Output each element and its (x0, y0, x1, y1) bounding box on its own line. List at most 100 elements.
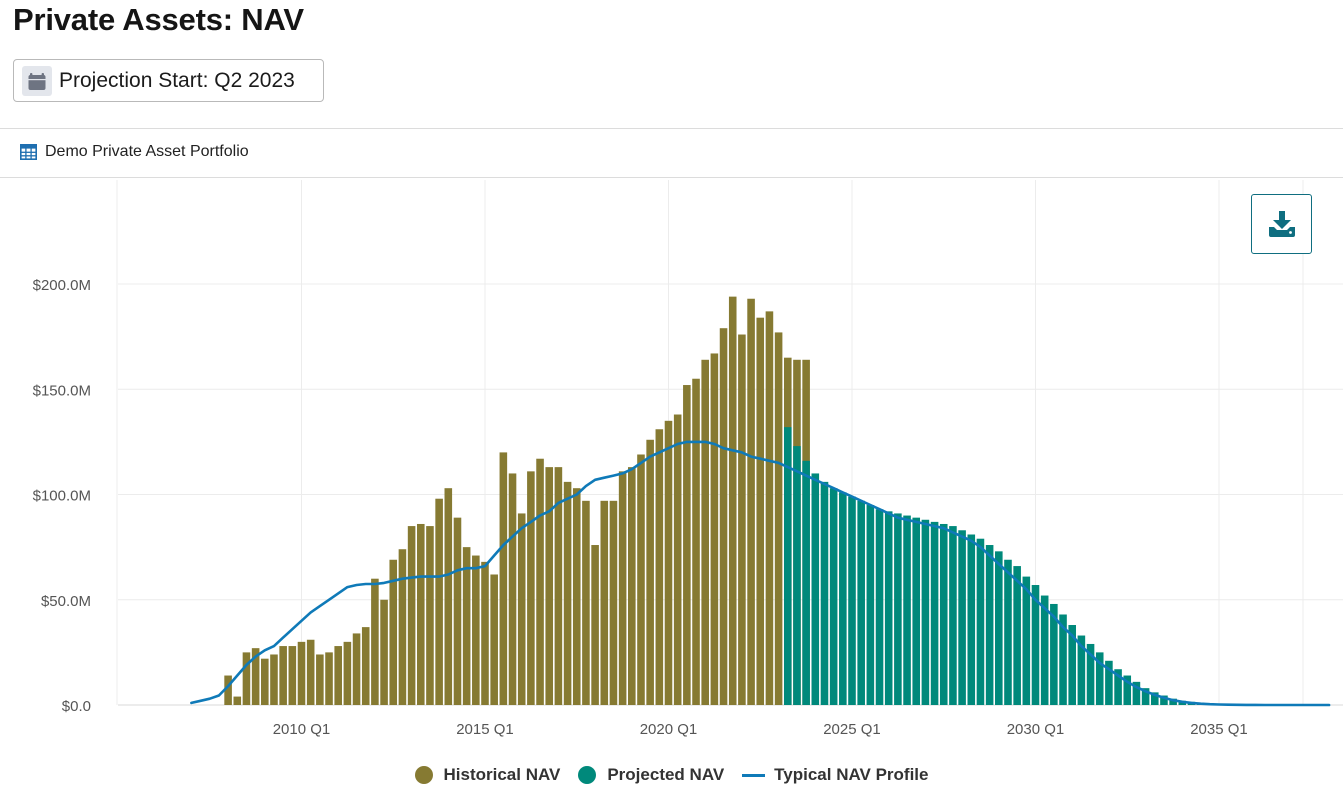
projected-nav-bar (875, 509, 884, 705)
historical-nav-bar (747, 298, 755, 705)
historical-nav-bar (738, 334, 746, 705)
historical-nav-bar (765, 311, 774, 705)
legend-item-historical[interactable]: Historical NAV (414, 765, 561, 785)
projected-nav-bar (1141, 688, 1150, 705)
historical-nav-bar (527, 471, 535, 705)
historical-nav-bar (719, 328, 728, 705)
portfolio-label: Demo Private Asset Portfolio (45, 143, 249, 160)
historical-nav-bar (334, 646, 342, 705)
historical-nav-bar (233, 696, 242, 705)
historical-nav-bar (728, 296, 737, 705)
nav-chart: $0.0 $50.0M $100.0M $150.0M $200.0M 2010 Q1 20… (33, 180, 1343, 738)
historical-nav-bar (398, 549, 407, 705)
historical-nav-bar (462, 547, 471, 706)
x-tick-label: 2025 Q1 (823, 721, 881, 738)
projected-nav-bar (866, 505, 875, 705)
historical-nav-bar (646, 439, 654, 705)
projected-nav-bar (783, 427, 792, 705)
projected-nav-bar (995, 551, 1003, 705)
historical-nav-bar (435, 498, 443, 705)
projected-nav-bar (839, 492, 847, 705)
historical-nav-bar (242, 652, 251, 706)
projected-nav-bar (857, 500, 865, 705)
x-tick-label: 2030 Q1 (1007, 721, 1065, 738)
x-tick-label: 2020 Q1 (640, 721, 698, 738)
historical-nav-bar (591, 545, 599, 705)
historical-nav-bar (554, 467, 563, 705)
historical-nav-bar (572, 488, 581, 705)
legend-label-profile: Typical NAV Profile (774, 765, 929, 784)
historical-nav-bar (490, 574, 498, 705)
calendar-icon (22, 65, 52, 96)
historical-nav-bar (536, 458, 544, 705)
legend-label-historical: Historical NAV (443, 765, 561, 784)
download-icon (1267, 210, 1297, 238)
projected-nav-bar (967, 534, 976, 705)
historical-nav-bar (371, 578, 379, 705)
projected-nav-bar (1031, 585, 1040, 705)
legend-swatch-profile (742, 773, 766, 777)
y-tick-label: $200.0M (33, 277, 91, 294)
projected-nav-bar (976, 538, 985, 705)
projected-nav-bar (1022, 576, 1031, 705)
historical-nav-bar (453, 517, 462, 705)
historical-nav-bar (499, 452, 508, 705)
y-tick-label: $100.0M (33, 488, 91, 505)
projected-nav-bar (1040, 595, 1049, 705)
historical-nav-bar (683, 385, 691, 705)
projected-nav-bar (884, 511, 893, 705)
projected-nav-bar (1086, 643, 1095, 705)
projected-nav-bar (1059, 614, 1067, 705)
y-tick-label: $0.0 (62, 698, 91, 715)
x-tick-label: 2010 Q1 (273, 721, 331, 738)
historical-nav-bar (261, 658, 269, 705)
historical-nav-bar (297, 641, 306, 705)
projected-nav-bar (1132, 681, 1141, 705)
historical-nav-bar (380, 599, 388, 705)
portfolio-selector[interactable]: Demo Private Asset Portfolio (20, 143, 249, 161)
projected-nav-bar (1077, 635, 1086, 705)
projected-nav-bar (1150, 692, 1159, 705)
projected-nav-bar (848, 496, 856, 705)
chart-legend: Historical NAV Projected NAV Typical NAV… (0, 765, 1343, 785)
typical-nav-profile-line (190, 440, 1331, 707)
historical-nav-bar (224, 675, 232, 705)
historical-nav-bar (655, 429, 664, 705)
historical-nav-bar (692, 378, 700, 705)
divider (0, 177, 1343, 178)
projected-nav-bar (1004, 559, 1012, 705)
historical-nav-bar (774, 332, 783, 705)
legend-item-projected[interactable]: Projected NAV (578, 765, 724, 785)
historical-nav-bar (251, 648, 260, 705)
legend-item-profile[interactable]: Typical NAV Profile (742, 765, 928, 785)
historical-nav-bar (628, 467, 636, 705)
projected-nav-bar (1105, 660, 1113, 705)
download-button[interactable] (1251, 194, 1312, 254)
historical-nav-bar (316, 654, 324, 705)
projection-start-button[interactable]: Projection Start: Q2 2023 (13, 59, 324, 102)
projected-nav-bar (985, 545, 994, 705)
historical-nav-bar (472, 555, 480, 705)
historical-nav-bar (407, 526, 416, 705)
projected-nav-bar (1123, 675, 1132, 705)
x-tick-label: 2015 Q1 (456, 721, 514, 738)
historical-nav-bar (545, 467, 554, 705)
projection-start-label: Projection Start: Q2 2023 (59, 68, 295, 92)
projected-nav-bar (903, 515, 911, 705)
historical-nav-bar (600, 500, 609, 705)
legend-swatch-historical (414, 766, 433, 784)
historical-nav-bar (582, 500, 590, 705)
historical-nav-bar (426, 526, 434, 705)
historical-nav-bar (361, 627, 370, 705)
table-grid-icon (20, 144, 37, 160)
y-tick-label: $150.0M (33, 382, 91, 399)
historical-nav-bar (710, 353, 719, 705)
projected-nav-bar (958, 530, 966, 705)
projected-nav-bar (1068, 625, 1076, 705)
projected-nav-bar (1114, 669, 1122, 705)
projected-nav-bar (811, 473, 820, 705)
historical-nav-bar (306, 639, 315, 705)
projected-nav-bar (1095, 652, 1104, 706)
historical-nav-bar (481, 561, 489, 705)
projected-nav-bar (930, 521, 939, 705)
